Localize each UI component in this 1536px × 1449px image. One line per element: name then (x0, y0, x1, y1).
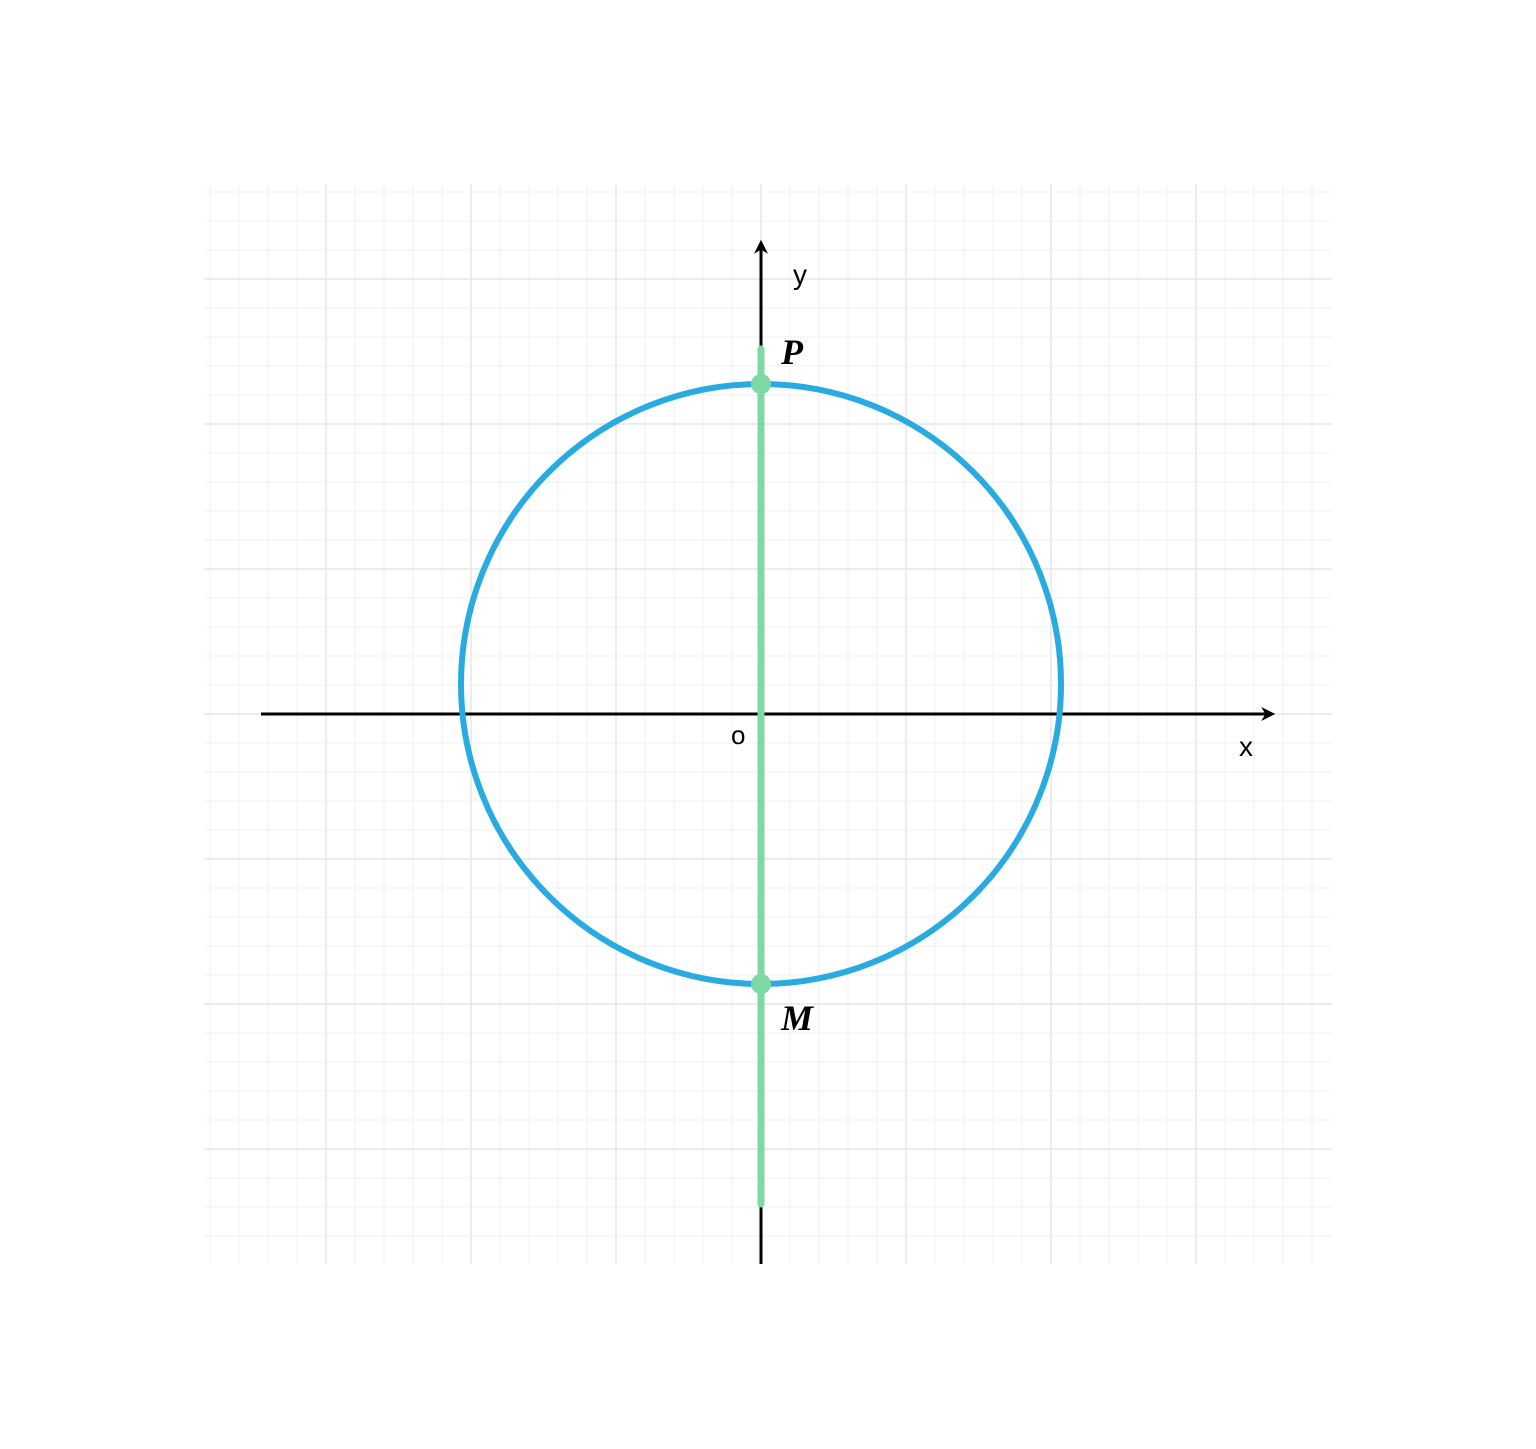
y-axis-label: y (793, 259, 807, 290)
diagram-canvas: o x y P M (0, 0, 1536, 1449)
point-p (751, 374, 771, 394)
origin-label: o (731, 720, 745, 750)
background (0, 0, 1536, 1449)
x-axis-label: x (1239, 731, 1253, 762)
point-m (751, 974, 771, 994)
geometry-svg: o x y P M (0, 0, 1536, 1449)
point-m-label: M (780, 998, 815, 1038)
point-p-label: P (780, 332, 804, 372)
